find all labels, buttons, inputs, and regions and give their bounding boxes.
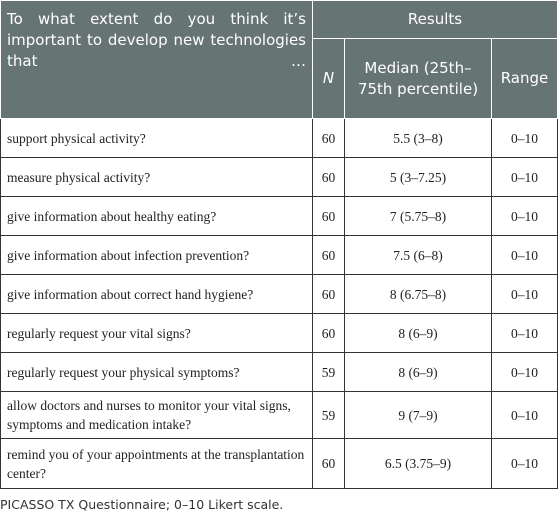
range-cell: 0–10 [491, 313, 558, 353]
table-row: give information about healthy eating? 60… [0, 196, 558, 236]
question-header: To what extent do you think it’s importa… [0, 0, 313, 119]
table-row: regularly request your vital signs? 60 8 (… [0, 313, 558, 353]
range-cell: 0–10 [491, 118, 558, 158]
range-header: Range [491, 38, 558, 119]
median-cell: 9 (7–9) [344, 391, 492, 439]
median-cell: 5.5 (3–8) [344, 118, 492, 158]
results-table: To what extent do you think it’s importa… [0, 0, 558, 489]
n-cell: 59 [312, 352, 345, 392]
median-cell: 6.5 (3.75–9) [344, 438, 492, 489]
range-cell: 0–10 [491, 157, 558, 197]
table-row: measure physical activity? 60 5 (3–7.25) 0–… [0, 157, 558, 197]
question-cell: regularly request your physical symptoms… [0, 352, 313, 392]
median-header: Median (25th–75th percentile) [344, 38, 492, 119]
n-cell: 60 [312, 196, 345, 236]
n-cell: 60 [312, 274, 345, 314]
n-cell: 59 [312, 391, 345, 439]
table-body: support physical activity? 60 5.5 (3–8) 0–1… [0, 118, 558, 489]
n-cell: 60 [312, 438, 345, 489]
table-row: regularly request your physical symptoms… [0, 352, 558, 392]
question-cell: give information about correct hand hygi… [0, 274, 313, 314]
footnote: PICASSO TX Questionnaire; 0–10 Likert sc… [0, 497, 284, 512]
table-row: give information about infection prevent… [0, 235, 558, 275]
range-cell: 0–10 [491, 438, 558, 489]
table-row: support physical activity? 60 5.5 (3–8) 0–1… [0, 118, 558, 158]
question-cell: give information about infection prevent… [0, 235, 313, 275]
range-cell: 0–10 [491, 391, 558, 439]
range-cell: 0–10 [491, 274, 558, 314]
range-cell: 0–10 [491, 196, 558, 236]
question-cell: give information about healthy eating? [0, 196, 313, 236]
table-row: give information about correct hand hygi… [0, 274, 558, 314]
n-cell: 60 [312, 313, 345, 353]
median-cell: 8 (6.75–8) [344, 274, 492, 314]
n-cell: 60 [312, 235, 345, 275]
median-cell: 8 (6–9) [344, 313, 492, 353]
median-cell: 5 (3–7.25) [344, 157, 492, 197]
table-row: allow doctors and nurses to monitor your… [0, 391, 558, 439]
question-cell: allow doctors and nurses to monitor your… [0, 391, 313, 439]
range-cell: 0–10 [491, 235, 558, 275]
n-cell: 60 [312, 157, 345, 197]
median-cell: 8 (6–9) [344, 352, 492, 392]
range-cell: 0–10 [491, 352, 558, 392]
median-cell: 7 (5.75–8) [344, 196, 492, 236]
table-row: remind you of your appointments at the t… [0, 438, 558, 489]
median-cell: 7.5 (6–8) [344, 235, 492, 275]
question-header-text: To what extent do you think it’s importa… [7, 10, 306, 70]
question-cell: support physical activity? [0, 118, 313, 158]
results-header: Results [312, 0, 558, 39]
n-cell: 60 [312, 118, 345, 158]
question-cell: measure physical activity? [0, 157, 313, 197]
question-cell: remind you of your appointments at the t… [0, 438, 313, 489]
question-cell: regularly request your vital signs? [0, 313, 313, 353]
n-header: N [312, 38, 345, 119]
